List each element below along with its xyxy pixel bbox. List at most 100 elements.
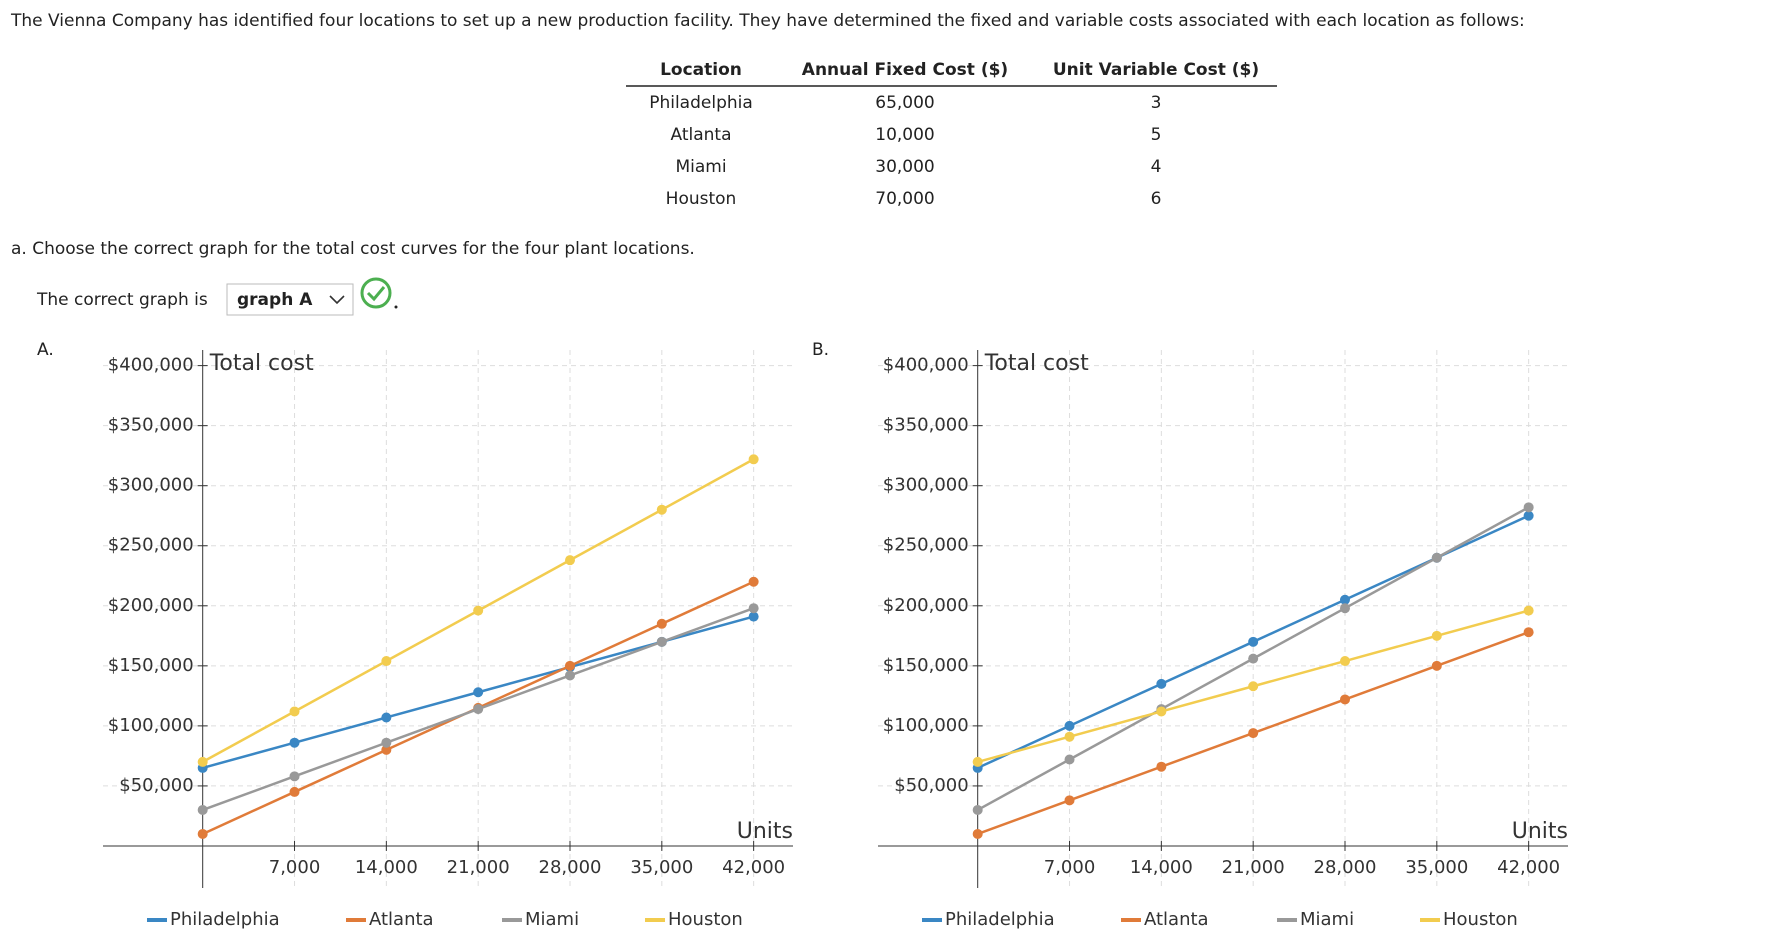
- point: [748, 576, 759, 587]
- dropdown-box[interactable]: [226, 283, 354, 316]
- table-cell: 5: [1151, 125, 1162, 145]
- point: [1339, 694, 1350, 705]
- point: [564, 670, 575, 681]
- point: [1064, 795, 1075, 806]
- y-tick-label: $50,000: [894, 775, 968, 796]
- point: [1248, 653, 1259, 664]
- point: [564, 555, 575, 566]
- question: a. Choose the correct graph for the tota…: [11, 239, 695, 259]
- point: [1156, 678, 1167, 689]
- point: [748, 611, 759, 622]
- y-tick-label: $400,000: [883, 355, 969, 376]
- table-cell: Atlanta: [671, 125, 732, 145]
- point: [289, 786, 300, 797]
- x-tick-label: 42,000: [722, 857, 785, 878]
- dropdown-value[interactable]: graph A: [237, 290, 313, 310]
- answer-prompt: The correct graph is: [36, 290, 208, 310]
- answer-dropdown[interactable]: graph A: [226, 283, 354, 316]
- legend-label: Philadelphia: [170, 909, 280, 930]
- point: [1339, 603, 1350, 614]
- point: [564, 660, 575, 671]
- point: [473, 687, 484, 698]
- legend-label: Houston: [1443, 909, 1518, 930]
- point: [1339, 656, 1350, 667]
- x-tick-label: 28,000: [1314, 857, 1377, 878]
- y-axis-title: Total cost: [984, 351, 1089, 376]
- panel-label: B.: [812, 340, 829, 360]
- point: [1431, 552, 1442, 563]
- point: [972, 804, 983, 815]
- point: [1248, 636, 1259, 647]
- table-cell: Houston: [666, 189, 737, 209]
- y-tick-label: $150,000: [108, 655, 194, 676]
- point: [972, 828, 983, 839]
- table-cell: 3: [1151, 93, 1162, 113]
- point: [1523, 502, 1534, 513]
- point: [1248, 681, 1259, 692]
- x-tick-label: 14,000: [1130, 857, 1193, 878]
- table-header: Unit Variable Cost ($): [1053, 60, 1259, 80]
- point: [381, 656, 392, 667]
- x-axis-title: Units: [1512, 819, 1568, 844]
- table-cell: 10,000: [875, 125, 934, 145]
- x-tick-label: 21,000: [447, 857, 510, 878]
- point: [1248, 728, 1259, 739]
- legend-label: Miami: [525, 909, 579, 930]
- y-tick-label: $300,000: [108, 475, 194, 496]
- legend-label: Atlanta: [1144, 909, 1209, 930]
- table-cell: 4: [1151, 157, 1162, 177]
- table-header: Location: [660, 60, 742, 80]
- point: [1523, 627, 1534, 638]
- point: [1523, 605, 1534, 616]
- point: [1156, 706, 1167, 717]
- y-tick-label: $400,000: [108, 355, 194, 376]
- point: [972, 756, 983, 767]
- x-tick-label: 35,000: [1405, 857, 1468, 878]
- point: [1431, 630, 1442, 641]
- x-axis-title: Units: [737, 819, 793, 844]
- point: [381, 737, 392, 748]
- table-cell: 30,000: [875, 157, 934, 177]
- point: [1064, 731, 1075, 742]
- point: [197, 804, 208, 815]
- legend-label: Philadelphia: [945, 909, 1055, 930]
- legend-label: Atlanta: [369, 909, 434, 930]
- point: [656, 618, 667, 629]
- dropdown-chevron[interactable]: [329, 295, 345, 305]
- y-tick-label: $350,000: [108, 415, 194, 436]
- point: [1339, 594, 1350, 605]
- point: [1156, 761, 1167, 772]
- y-tick-label: $100,000: [883, 715, 969, 736]
- point: [197, 756, 208, 767]
- point: [1064, 754, 1075, 765]
- x-tick-label: 28,000: [539, 857, 602, 878]
- table-body: Philadelphia 65,000 3 Atlanta 10,000 5 Miami 30…: [649, 93, 1161, 209]
- point: [473, 605, 484, 616]
- y-axis-title: Total cost: [209, 351, 314, 376]
- table-cell: Philadelphia: [649, 93, 753, 113]
- y-tick-label: $200,000: [108, 595, 194, 616]
- table-header: Annual Fixed Cost ($): [802, 60, 1008, 80]
- x-tick-label: 14,000: [355, 857, 418, 878]
- y-tick-label: $200,000: [883, 595, 969, 616]
- point: [656, 636, 667, 647]
- point: [1431, 660, 1442, 671]
- correct-icon: [360, 277, 398, 309]
- table-cell: 70,000: [875, 189, 934, 209]
- y-tick-label: $250,000: [883, 535, 969, 556]
- point: [289, 737, 300, 748]
- point: [656, 504, 667, 515]
- point: [289, 706, 300, 717]
- y-tick-label: $50,000: [119, 775, 193, 796]
- point: [381, 744, 392, 755]
- point: [289, 771, 300, 782]
- x-tick-label: 7,000: [1044, 857, 1096, 878]
- table-cell: Miami: [675, 157, 726, 177]
- point: [748, 603, 759, 614]
- intro: The Vienna Company has identified four l…: [10, 11, 1525, 31]
- point: [1064, 720, 1075, 731]
- x-tick-label: 42,000: [1497, 857, 1560, 878]
- legend-label: Houston: [668, 909, 743, 930]
- y-tick-label: $100,000: [108, 715, 194, 736]
